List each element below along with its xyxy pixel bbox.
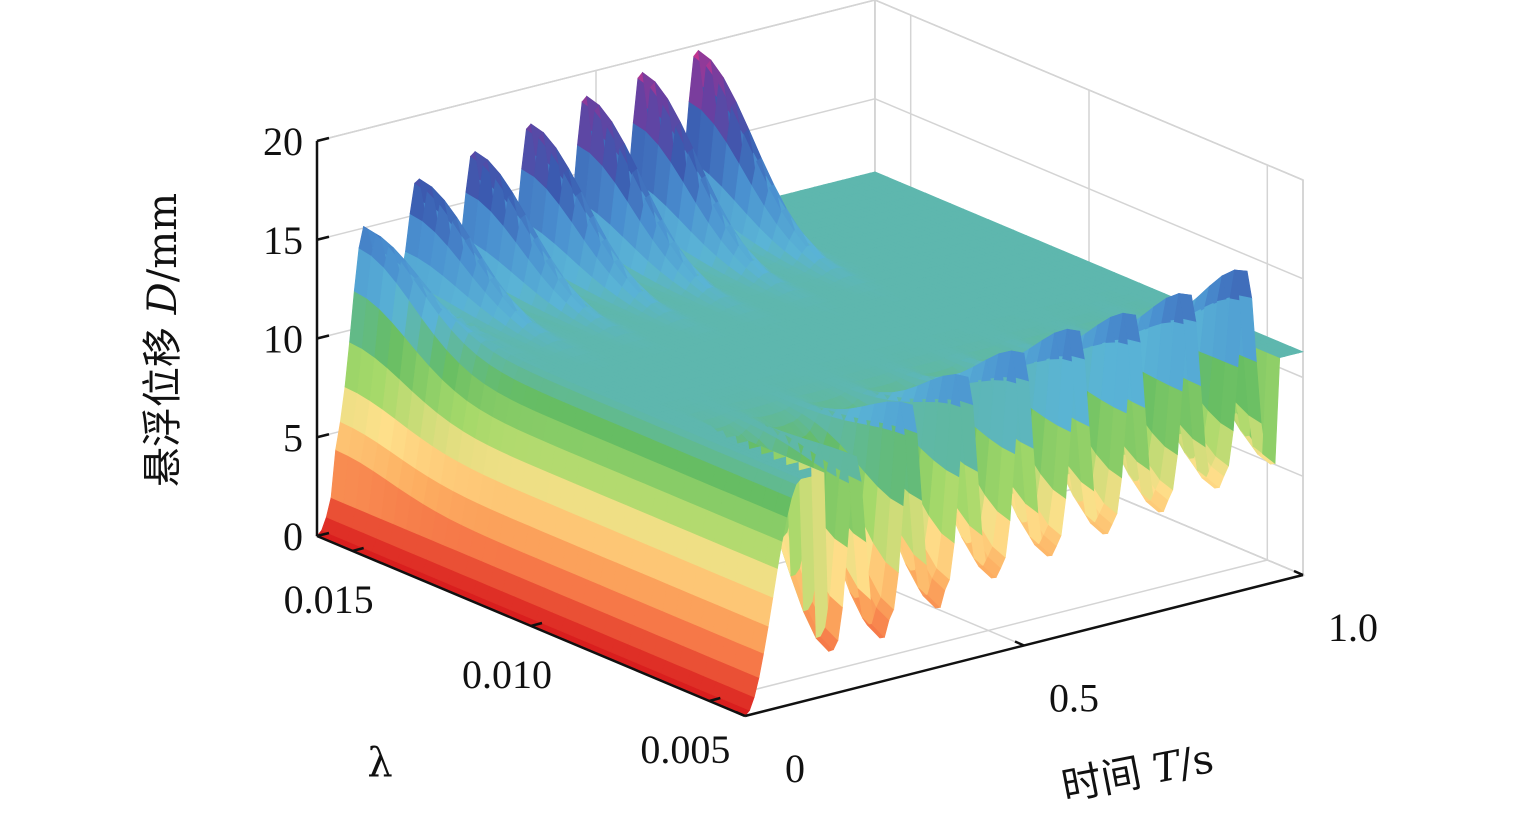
displacement-surface	[316, 49, 1304, 717]
tick-labels: 0 5 10 15 20 0 0.5 1.0 0.015 0.010 0.005	[263, 119, 1378, 791]
x-tick-label: 1.0	[1328, 605, 1378, 650]
x-tick-mark	[1014, 640, 1025, 647]
x-axis-title: 时间 T/s	[1058, 736, 1217, 810]
z-tick-mark	[316, 235, 330, 241]
z-axis-title-var: D	[140, 282, 186, 315]
x-axis-title-prefix: 时间	[1058, 748, 1158, 811]
y-axis-title: λ	[367, 740, 392, 786]
z-tick-label: 20	[263, 119, 303, 164]
z-tick-mark	[316, 433, 330, 439]
x-tick-label: 0	[785, 746, 805, 791]
z-axis-title-unit: /mm	[140, 193, 186, 282]
x-tick-label: 0.5	[1049, 676, 1099, 721]
z-axis-title: 悬浮位移 D/mm	[140, 193, 186, 487]
y-tick-mark	[352, 546, 364, 553]
tick-marks	[316, 136, 1304, 718]
z-axis-title-prefix: 悬浮位移	[140, 314, 186, 487]
z-tick-label: 15	[263, 218, 303, 263]
z-tick-label: 10	[263, 317, 303, 362]
y-tick-label: 0.015	[284, 577, 374, 622]
y-tick-mark	[709, 696, 721, 703]
y-tick-label: 0.010	[462, 652, 552, 697]
z-tick-label: 0	[283, 514, 303, 559]
x-axis-title-unit: /s	[1175, 736, 1217, 788]
z-tick-mark	[316, 531, 330, 538]
y-tick-label: 0.005	[640, 727, 730, 772]
y-tick-mark	[530, 621, 543, 628]
z-tick-mark	[316, 334, 330, 340]
surface-patch	[1284, 346, 1304, 354]
x-tick-mark	[735, 710, 746, 718]
x-tick-mark	[1293, 569, 1304, 577]
z-tick-label: 5	[283, 415, 303, 460]
z-tick-mark	[316, 136, 330, 143]
grid-line-z	[316, 0, 1304, 181]
